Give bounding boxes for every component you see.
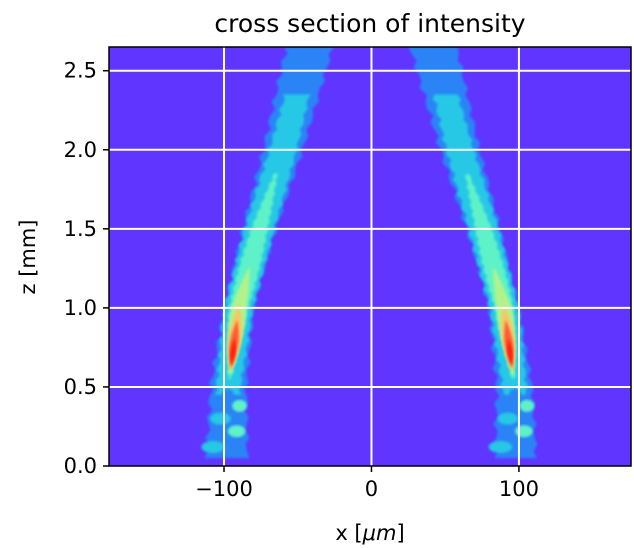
x-tick-label-2: 100	[499, 477, 539, 501]
beam-contours	[201, 47, 538, 459]
x-axis-label-suffix: ]	[396, 521, 404, 545]
y-tick-label-1: 0.5	[64, 375, 97, 399]
plot-frame	[108, 46, 632, 467]
x-axis: −100 0 100	[195, 466, 539, 501]
x-axis-label-unit: μm	[362, 521, 397, 545]
interference-spot-left-0	[201, 441, 225, 453]
interference-spot-right-2	[497, 412, 518, 425]
contour-level-7-right	[506, 339, 513, 365]
y-axis: 0.0 0.5 1.0 1.5 2.0 2.5	[64, 59, 109, 478]
x-tick-label-1: 0	[365, 477, 378, 501]
y-tick-label-4: 2.0	[64, 138, 97, 162]
interference-spot-right-3	[519, 399, 535, 412]
y-tick-label-2: 1.0	[64, 296, 97, 320]
y-tick-label-5: 2.5	[64, 59, 97, 83]
interference-spot-left-1	[227, 425, 246, 438]
plot-area	[108, 46, 632, 467]
y-axis-label: z [mm]	[16, 220, 40, 295]
interference-spot-right-1	[515, 425, 533, 438]
plot-background	[109, 47, 631, 466]
contour-level-7-left	[230, 339, 236, 365]
x-tick-label-0: −100	[195, 477, 253, 501]
interference-spot-right-0	[488, 441, 513, 453]
grid-lines	[109, 47, 631, 466]
y-tick-label-3: 1.5	[64, 217, 97, 241]
interference-spot-left-2	[210, 412, 231, 425]
beam-right	[408, 47, 538, 459]
x-axis-label: x [μm]	[335, 521, 404, 545]
chart-title: cross section of intensity	[214, 9, 525, 38]
interference-spot-left-3	[232, 399, 248, 412]
beam-left	[201, 47, 335, 459]
x-axis-label-prefix: x [	[335, 521, 362, 545]
y-tick-label-0: 0.0	[64, 454, 97, 478]
